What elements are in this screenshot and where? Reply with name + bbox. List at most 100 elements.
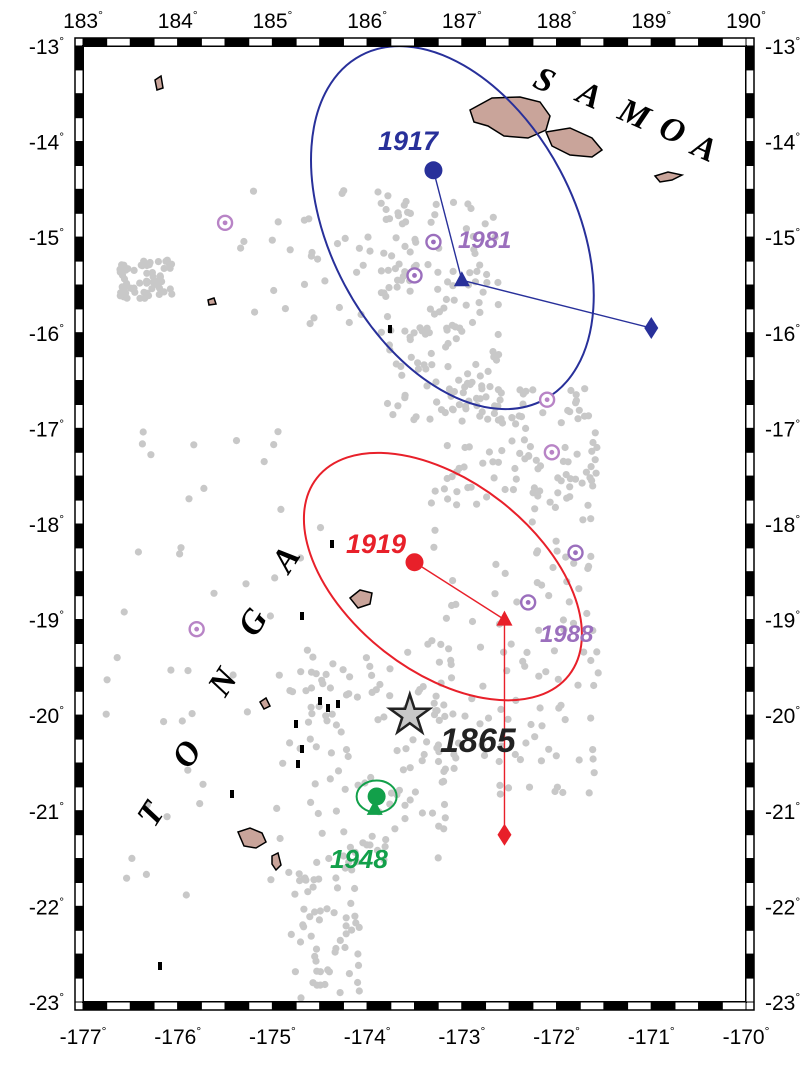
frame-segment-right (745, 714, 755, 740)
frame-segment-left (74, 499, 84, 525)
seismicity-dot (482, 393, 490, 401)
right-axis-tick-label: -13° (765, 34, 800, 59)
seismicity-dot (434, 854, 442, 862)
left-axis-tick-label: -19° (29, 608, 64, 633)
seismicity-dot (496, 790, 504, 798)
seismicity-dot (296, 554, 305, 562)
map-frame (82, 45, 747, 1003)
seismicity-dot (560, 625, 568, 634)
seismicity-dot (123, 874, 131, 882)
seismicity-dot (444, 495, 452, 503)
region-letter-tonga: A (263, 540, 307, 581)
seismicity-dot (401, 327, 409, 335)
frame-segment-top (674, 37, 700, 47)
small-island (207, 297, 217, 306)
seismicity-dot (516, 386, 524, 394)
seismicity-dot (567, 386, 575, 395)
seismicity-dot (138, 262, 146, 270)
seismicity-dot (411, 235, 419, 243)
seismicity-dot (584, 501, 592, 509)
seismicity-dot (522, 387, 530, 395)
seismicity-dot (440, 825, 448, 833)
seismicity-dot (476, 261, 484, 269)
seismicity-dot (102, 710, 110, 718)
seismicity-dot (383, 399, 392, 408)
seismicity-dot (143, 277, 151, 285)
frame-segment-left (74, 929, 84, 955)
seismicity-dot (554, 489, 562, 497)
seismicity-dot (143, 269, 151, 277)
left-axis-tick-label: -16° (29, 321, 64, 346)
seismicity-dot (275, 671, 283, 679)
frame-segment-right (745, 882, 755, 907)
frame-segment-bottom (698, 1001, 723, 1011)
seismicity-dot (486, 383, 494, 391)
seismicity-dot (307, 252, 315, 260)
seismicity-dot (406, 796, 414, 804)
frame-segment-bottom (342, 1001, 368, 1011)
eua-island (271, 851, 282, 872)
seismicity-dot (307, 798, 315, 807)
seismicity-dot (433, 707, 441, 715)
seismicity-dot (593, 443, 601, 452)
seismicity-dot (491, 233, 499, 241)
frame-segment-left (74, 236, 84, 262)
seismicity-dot (380, 856, 388, 864)
seismicity-dot (478, 382, 486, 390)
frame-segment-bottom (627, 1001, 652, 1011)
seismicity-dot (383, 313, 392, 321)
seismicity-dot (509, 486, 517, 494)
land-layer (154, 74, 685, 970)
seismicity-dot (455, 464, 463, 472)
seismicity-dot (296, 877, 304, 885)
seismicity-dot (574, 415, 582, 423)
frame-segment-bottom (319, 1001, 344, 1011)
seismicity-dot (527, 720, 535, 729)
seismicity-dot (120, 275, 129, 283)
seismicity-dot (553, 547, 561, 555)
seismicity-dot (433, 398, 441, 406)
frame-layer (74, 37, 755, 1011)
seismicity-dot (116, 268, 124, 276)
frame-segment-bottom (271, 1001, 297, 1011)
frame-segment-bottom (603, 1001, 629, 1011)
seismicity-dot (270, 441, 278, 449)
frame-segment-left (74, 475, 84, 501)
seismicity-dot (393, 283, 401, 291)
seismicity-dot (552, 537, 560, 545)
seismicity-dot (382, 205, 390, 214)
frame-segment-bottom (485, 1001, 510, 1011)
bottom-axis-tick-label: -175° (249, 1024, 296, 1049)
seismicity-dot (311, 908, 319, 916)
seismicity-dot (479, 288, 487, 296)
frame-segment-top (248, 37, 273, 47)
frame-segment-left (74, 714, 84, 740)
seismicity-dot (444, 278, 452, 286)
seismicity-dot (260, 458, 268, 466)
frame-segment-bottom (532, 1001, 558, 1011)
seismicity-dot (443, 442, 451, 450)
frame-segment-left (74, 260, 84, 286)
seismicity-dot (545, 592, 553, 600)
left-axis-tick-label: -13° (29, 34, 64, 59)
seismicity-dot (418, 757, 426, 765)
seismicity-dot (270, 286, 278, 295)
seismicity-dot (331, 948, 339, 956)
seismicity-dot (306, 735, 314, 743)
region-letter-samoa: S (528, 60, 560, 101)
seismicity-dot (401, 815, 409, 823)
seismicity-dot (291, 890, 299, 898)
frame-segment-right (745, 212, 755, 238)
frame-segment-right (745, 93, 755, 119)
seismicity-dot (311, 780, 319, 788)
seismicity-dot (485, 448, 493, 456)
seismicity-dot (367, 773, 375, 782)
seismicity-dot (166, 285, 174, 293)
seismicity-dot (519, 657, 527, 666)
seismicity-dot (184, 667, 192, 675)
seismicity-dot (341, 785, 349, 793)
left-axis-tick-label: -15° (29, 225, 64, 250)
seismicity-dot (140, 288, 148, 296)
seismicity-dot (468, 318, 477, 327)
